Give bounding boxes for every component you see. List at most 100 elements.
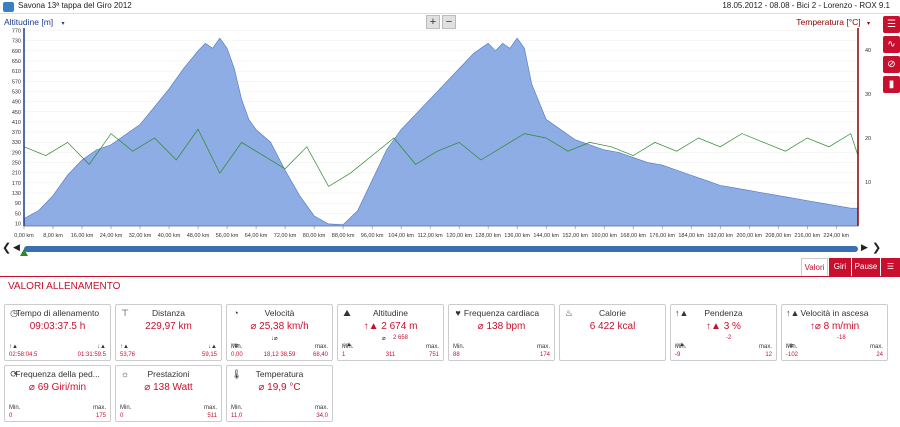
x-tick-label: 48,00 km	[187, 233, 210, 239]
zoom-in-button[interactable]: +	[426, 15, 440, 29]
bar-chart-icon[interactable]: ▮	[883, 76, 900, 93]
left-axis-dropdown-icon[interactable]: ▾	[61, 21, 65, 27]
right-axis-label[interactable]: Temperatura [°C] ▾	[796, 17, 870, 27]
app-logo	[3, 2, 14, 12]
next-arrow-icon[interactable]: ❯	[872, 242, 882, 254]
card-left-label: Min.	[120, 405, 132, 411]
clock-icon: ◷	[10, 308, 18, 318]
x-tick-label: 144,00 km	[533, 233, 559, 239]
card-right-label: max.	[203, 405, 217, 411]
ascent-icon: ↑▲	[786, 308, 800, 318]
card-left-label: Min.	[786, 344, 798, 350]
thermometer-icon: 🌡	[231, 369, 243, 379]
x-tick-label: 136,00 km	[504, 233, 530, 239]
card-left-label: Min.	[675, 344, 687, 350]
x-tick-label: 0,00 km	[14, 233, 34, 239]
card-right-label: max.	[758, 344, 772, 350]
card-right-label: max.	[869, 344, 883, 350]
y-tick-label: 730	[12, 39, 21, 45]
card-min-value: 88	[453, 352, 460, 358]
card-mid-icon-label: ⌀	[382, 336, 386, 342]
prev-arrow-icon[interactable]: ❮	[2, 242, 12, 254]
card-right-label: max.	[92, 405, 106, 411]
y-tick-label: 610	[12, 69, 21, 75]
card-right-label: max.	[314, 405, 328, 411]
zoom-out-button[interactable]: −	[442, 15, 456, 29]
card-mid-icon-label: ↓⌀	[271, 336, 278, 342]
card-min-value: -9	[675, 352, 681, 358]
section-title: VALORI ALLENAMENTO	[8, 281, 121, 292]
card-training-time: ◷ Tempo di allenamento 09:03:37.5 h ↑▲ ↓▲ 02:…	[4, 304, 111, 361]
gradient-icon: ↑▲	[675, 308, 689, 318]
x-tick-label: 208,00 km	[765, 233, 791, 239]
hide-series-icon[interactable]: ⊘	[883, 56, 900, 73]
mountain-icon: ⛰	[343, 308, 351, 318]
card-title: Velocità in ascesa	[800, 308, 869, 318]
card-title: Temperatura	[255, 369, 304, 379]
card-max-value: 751	[428, 352, 439, 358]
x-tick-label: 184,00 km	[678, 233, 704, 239]
card-right-label: max.	[314, 344, 328, 350]
line-chart-icon[interactable]: ∿	[883, 36, 900, 53]
card-sub-value: 2 658	[393, 335, 409, 341]
card-right-label: ↓▲	[208, 344, 217, 350]
power-icon: ☼	[120, 369, 130, 379]
card-value: 229,97 km	[145, 321, 192, 332]
card-title: Tempo di allenamento	[15, 308, 100, 318]
x-tick-label: 192,00 km	[707, 233, 733, 239]
tab-valori[interactable]: Valori	[801, 258, 828, 276]
y2-tick-label: 40	[865, 48, 871, 54]
y-tick-label: 330	[12, 140, 21, 146]
navigator-handle-icon[interactable]	[20, 249, 28, 256]
card-power: ☼ Prestazioni ⌀ 138 Watt Min. max. 0 511	[115, 365, 222, 422]
card-value: ⌀ 25,38 km/h	[250, 321, 309, 332]
card-min-value: -102	[786, 352, 799, 358]
card-gradient: ↑▲ Pendenza ↑▲ 3 % ↓▲ -2 Min. max. -9 12	[670, 304, 777, 361]
card-max-value: 175	[95, 413, 106, 419]
cadence-icon: ⟳	[10, 369, 18, 379]
x-tick-label: 168,00 km	[620, 233, 646, 239]
card-max-value: 34,0	[316, 413, 328, 419]
x-tick-label: 152,00 km	[562, 233, 588, 239]
y-tick-label: 290	[12, 150, 21, 156]
card-temperature: 🌡 Temperatura ⌀ 19,9 °C Min. max. 11,0 34,0	[226, 365, 333, 422]
card-mid-value: 311	[385, 352, 396, 358]
altitude-temperature-chart[interactable]: 10 50 90 130 170 210 250 290 330 370 410 450 490 530 5…	[0, 14, 882, 244]
x-tick-label: 8,00 km	[43, 233, 63, 239]
list-view-icon[interactable]: ☰	[883, 16, 900, 33]
card-left-label: ↑▲	[120, 344, 129, 350]
tab-pause[interactable]: Pause	[852, 258, 880, 276]
tab-menu-icon[interactable]: ☰	[881, 258, 900, 276]
y-tick-label: 650	[12, 59, 21, 65]
scroll-left-icon[interactable]: ◀	[13, 242, 20, 252]
x-tick-label: 96,00 km	[361, 233, 384, 239]
tab-divider	[0, 276, 900, 277]
card-max-value: 12	[765, 352, 772, 358]
card-mid-value: 18,12 38,59	[263, 352, 296, 358]
right-axis-dropdown-icon[interactable]: ▾	[866, 21, 870, 27]
scroll-right-icon[interactable]: ▶	[861, 242, 868, 252]
y-tick-label: 90	[15, 201, 21, 207]
card-value: 09:03:37.5 h	[29, 321, 86, 332]
card-min-value: 1	[342, 352, 346, 358]
card-left-label: Min.	[231, 405, 243, 411]
card-right-label: max.	[425, 344, 439, 350]
x-tick-label: 56,00 km	[216, 233, 239, 239]
card-min-value: 0	[9, 413, 13, 419]
card-min-value: 02:58:04.5	[9, 352, 38, 358]
card-max-value: 511	[207, 413, 217, 419]
navigator-range-bar[interactable]	[24, 246, 858, 252]
tab-giri[interactable]: Giri	[829, 258, 851, 276]
y-tick-label: 530	[12, 89, 21, 95]
left-axis-label[interactable]: Altitudine [m] ▾	[4, 17, 65, 27]
card-max-value: 174	[539, 352, 550, 358]
y-tick-label: 210	[12, 171, 21, 177]
card-max-value: 68,40	[312, 352, 328, 358]
x-tick-label: 128,00 km	[475, 233, 501, 239]
card-value: ↑⌀ 8 m/min	[809, 321, 860, 332]
x-tick-label: 88,00 km	[332, 233, 355, 239]
card-title: Velocità	[264, 308, 295, 318]
chart-area: 10 50 90 130 170 210 250 290 330 370 410 450 490 530 5…	[0, 14, 900, 246]
card-distance: ⊤ Distanza 229,97 km ↑▲ ↓▲ 53,76 59,15	[115, 304, 222, 361]
y2-tick-label: 20	[865, 136, 871, 142]
